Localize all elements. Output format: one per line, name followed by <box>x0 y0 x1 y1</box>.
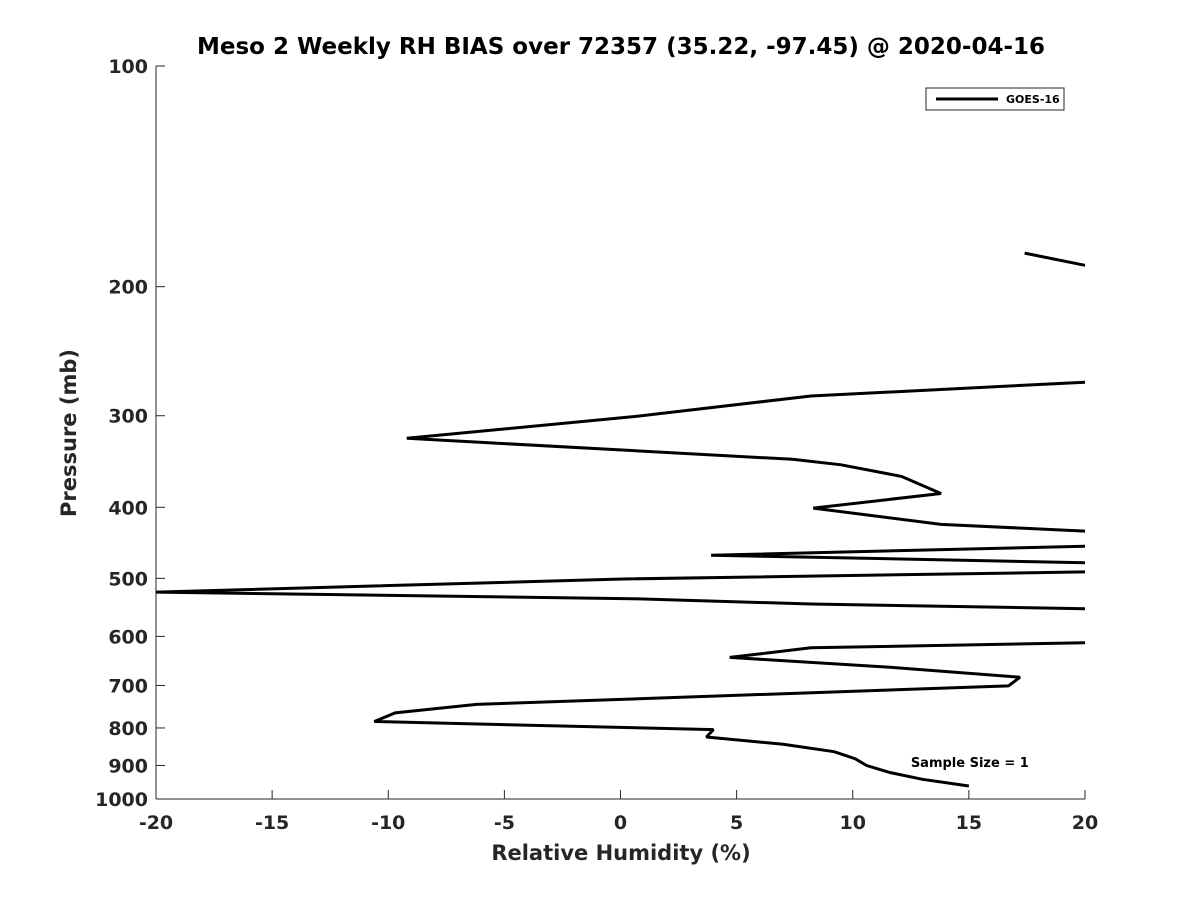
y-tick-label: 700 <box>108 675 148 697</box>
x-tick-label: 10 <box>840 812 866 834</box>
y-tick-label: 600 <box>108 626 148 648</box>
chart-title: Meso 2 Weekly RH BIAS over 72357 (35.22,… <box>197 34 1045 60</box>
series-line-goes-16-segment-4 <box>155 570 1086 611</box>
x-ticks: -20 -15 -10 -5 0 5 10 15 20 <box>139 790 1098 834</box>
legend-label-goes-16: GOES-16 <box>1006 93 1060 106</box>
y-tick-label: 800 <box>108 718 148 740</box>
x-tick-label: 20 <box>1072 812 1098 834</box>
x-axis-label: Relative Humidity (%) <box>491 841 750 865</box>
x-tick-label: -15 <box>255 812 289 834</box>
plot-area <box>156 66 1085 799</box>
series-layer <box>155 251 1086 788</box>
x-tick-label: 15 <box>956 812 982 834</box>
x-tick-label: 5 <box>730 812 743 834</box>
y-tick-label: 900 <box>108 755 148 777</box>
y-tick-label: 1000 <box>95 789 148 811</box>
sample-size-annotation: Sample Size = 1 <box>911 756 1029 771</box>
x-tick-label: -5 <box>494 812 515 834</box>
y-axis-label: Pressure (mb) <box>57 349 81 517</box>
x-tick-label: -10 <box>371 812 405 834</box>
y-tick-label: 200 <box>108 277 148 299</box>
series-line-goes-16-segment-3 <box>711 544 1086 565</box>
y-tick-label: 500 <box>108 568 148 590</box>
series-line-goes-16-segment-1 <box>1024 251 1086 267</box>
series-line-goes-16-segment-5 <box>373 641 1086 788</box>
legend: GOES-16 <box>925 87 1065 111</box>
y-tick-label: 400 <box>108 497 148 519</box>
y-tick-label: 100 <box>108 56 148 78</box>
y-tick-label: 300 <box>108 406 148 428</box>
x-tick-label: 0 <box>614 812 627 834</box>
series-line-goes-16-segment-2 <box>406 380 1086 533</box>
x-tick-label: -20 <box>139 812 173 834</box>
y-ticks: 100 200 300 400 500 600 700 800 900 1000 <box>95 56 165 811</box>
